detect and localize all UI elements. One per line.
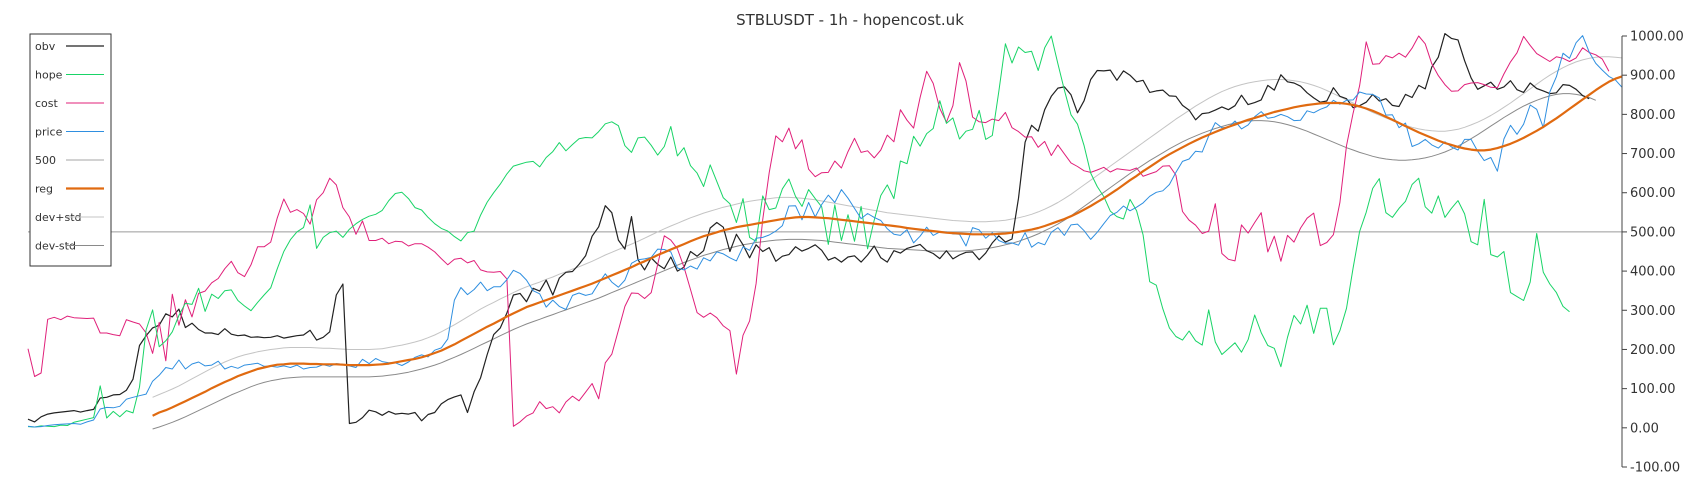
series-line-reg: [152, 75, 1623, 417]
legend-label-dev-plus-std: dev+std: [35, 211, 82, 224]
legend-label-obv: obv: [35, 40, 56, 53]
y-tick-label: 200.00: [1630, 343, 1676, 358]
chart-title: STBLUSDT - 1h - hopencost.uk: [736, 11, 964, 29]
series-line-obv: [27, 33, 1590, 425]
legend-label-hope: hope: [35, 69, 63, 82]
y-tick-label: 1000.00: [1630, 30, 1684, 45]
series-line-price: [27, 35, 1623, 428]
legend-label-reg: reg: [35, 183, 53, 196]
legend-label-cost: cost: [35, 97, 59, 110]
series-line-dev-std: [152, 93, 1596, 430]
legend: obv hope cost price 500 reg dev+std dev-std: [29, 33, 112, 267]
y-tick-label: 700.00: [1630, 147, 1676, 162]
y-tick-label: 100.00: [1630, 382, 1676, 397]
legend-label-price: price: [35, 126, 63, 139]
legend-label-500: 500: [35, 154, 56, 167]
series-line-cost: [27, 35, 1610, 427]
y-tick-label: -100.00: [1630, 461, 1680, 476]
y-tick-label: 300.00: [1630, 304, 1676, 319]
y-tick-label: 900.00: [1630, 69, 1676, 84]
legend-box: [29, 33, 112, 267]
series-line-dev-plus-std: [152, 56, 1623, 398]
series-line-hope: [27, 35, 1570, 428]
legend-label-dev-std: dev-std: [35, 240, 76, 253]
y-tick-label: 500.00: [1630, 225, 1676, 240]
series-group: [27, 33, 1623, 430]
y-tick-label: 400.00: [1630, 265, 1676, 280]
y-tick-label: 600.00: [1630, 186, 1676, 201]
y-tick-label: 0.00: [1630, 421, 1659, 436]
y-tick-label: 800.00: [1630, 108, 1676, 123]
y-axis: 1000.00 900.00 800.00 700.00 600.00 500.00 400…: [1621, 30, 1684, 476]
